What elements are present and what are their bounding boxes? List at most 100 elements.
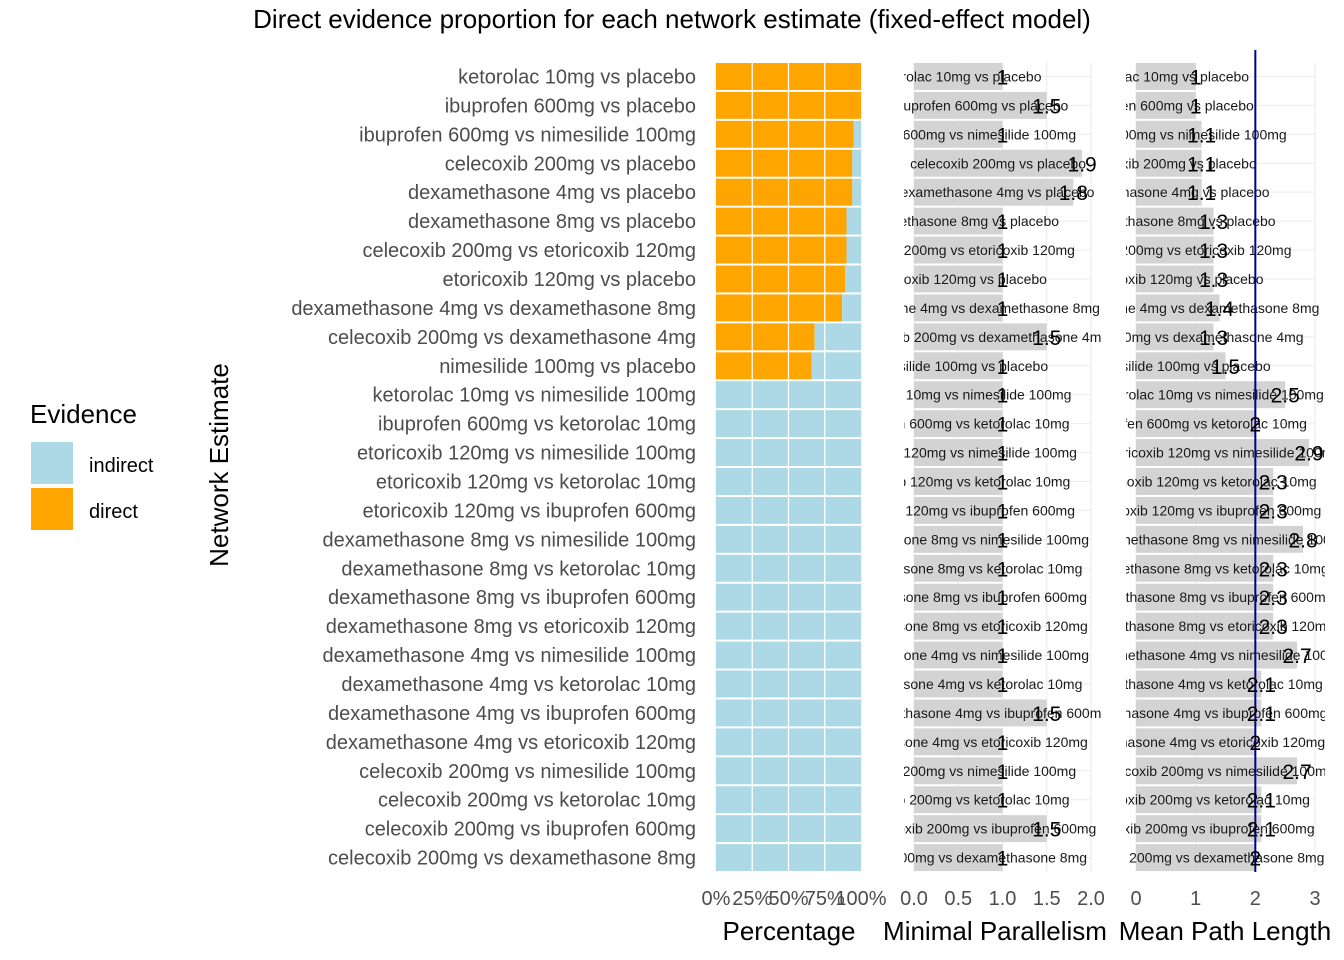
bar bbox=[914, 381, 1003, 409]
bar bbox=[914, 699, 1047, 727]
bar bbox=[1136, 439, 1310, 467]
bar bbox=[914, 525, 1003, 553]
value-label: 1.5 bbox=[1032, 819, 1061, 842]
bar-inner-label: etoricoxib 120mg vs ketorolac 10mg bbox=[846, 473, 1070, 489]
bar-inner-label: celecoxib 200mg vs dexamethasone 8mg bbox=[1067, 850, 1325, 866]
x-tick-label: 2.0 bbox=[1077, 888, 1105, 910]
bar-inner-label: dexamethasone 8mg vs etoricoxib 120mg bbox=[829, 618, 1088, 634]
legend-title: Evidence bbox=[30, 399, 137, 429]
bar-inner-label: celecoxib 200mg vs placebo bbox=[910, 155, 1086, 171]
category-label: dexamethasone 8mg vs ibuprofen 600mg bbox=[328, 587, 696, 609]
category-label: ibuprofen 600mg vs placebo bbox=[445, 95, 696, 117]
bar-inner-label: nimesilide 100mg vs placebo bbox=[868, 358, 1048, 374]
bar-inner-label: etoricoxib 120mg vs ibuprofen 600mg bbox=[1088, 502, 1321, 518]
value-label: 1.9 bbox=[1068, 153, 1097, 176]
bar bbox=[1136, 294, 1220, 322]
bar bbox=[914, 844, 1003, 872]
value-label: 1 bbox=[1190, 66, 1202, 89]
bar bbox=[1136, 381, 1286, 409]
bar bbox=[914, 352, 1003, 380]
bar-inner-label: ibuprofen 600mg vs placebo bbox=[892, 97, 1068, 113]
value-label: 1.5 bbox=[1032, 95, 1061, 118]
bar bbox=[914, 583, 1003, 611]
bar bbox=[914, 496, 1003, 524]
value-label: 2.1 bbox=[1247, 790, 1276, 813]
category-label: ketorolac 10mg vs placebo bbox=[458, 66, 696, 88]
category-labels: ketorolac 10mg vs placebo ibuprofen 600mg… bbox=[291, 66, 696, 869]
bar-direct bbox=[716, 207, 847, 235]
x-tick-label: 25% bbox=[732, 888, 772, 910]
category-label: dexamethasone 4mg vs dexamethasone 8mg bbox=[291, 298, 696, 320]
value-label: 1 bbox=[997, 443, 1009, 466]
bar-indirect bbox=[814, 323, 861, 351]
value-label: 1 bbox=[997, 66, 1009, 89]
x-tick-label: 2 bbox=[1250, 888, 1261, 910]
bar bbox=[914, 612, 1003, 640]
bar-direct bbox=[716, 178, 853, 206]
x-tick-label: 0% bbox=[702, 888, 731, 910]
bar bbox=[914, 728, 1003, 756]
bar-inner-label: dexamethasone 8mg vs ketorolac 10mg bbox=[1080, 560, 1328, 576]
value-label: 1 bbox=[997, 848, 1009, 871]
bar bbox=[914, 63, 1003, 90]
bar-direct bbox=[716, 323, 815, 351]
bar-inner-label: ibuprofen 600mg vs nimesilide 100mg bbox=[840, 126, 1076, 142]
bar-inner-label: dexamethasone 4mg vs nimesilide 100mg bbox=[1086, 647, 1344, 663]
value-label: 1.3 bbox=[1199, 327, 1228, 350]
bar-inner-label: etoricoxib 120mg vs nimesilide 100mg bbox=[840, 445, 1077, 461]
bar-inner-label: dexamethasone 4mg vs etoricoxib 120mg bbox=[1066, 734, 1325, 750]
category-label: ketorolac 10mg vs nimesilide 100mg bbox=[373, 385, 697, 407]
legend-label: direct bbox=[89, 501, 138, 523]
bar-inner-label: ibuprofen 600mg vs nimesilide 100mg bbox=[1051, 126, 1287, 142]
bar bbox=[914, 149, 1083, 177]
bar bbox=[1136, 120, 1202, 148]
bar-inner-label: dexamethasone 4mg vs nimesilide 100mg bbox=[828, 647, 1089, 663]
bar bbox=[914, 265, 1003, 293]
bar bbox=[914, 294, 1003, 322]
value-label: 2.1 bbox=[1247, 674, 1276, 697]
bar-inner-label: dexamethasone 4mg vs placebo bbox=[893, 184, 1095, 200]
category-label: dexamethasone 8mg vs etoricoxib 120mg bbox=[326, 616, 696, 638]
value-label: 2 bbox=[1249, 414, 1261, 437]
category-label: dexamethasone 8mg vs nimesilide 100mg bbox=[322, 529, 696, 551]
bar bbox=[914, 236, 1003, 264]
value-label: 1 bbox=[997, 211, 1009, 234]
bar-inner-label: etoricoxib 120mg vs placebo bbox=[870, 271, 1048, 287]
bar-indirect bbox=[842, 294, 861, 322]
bar-indirect bbox=[846, 207, 861, 235]
value-label: 2.7 bbox=[1282, 761, 1311, 784]
bar-inner-label: celecoxib 200mg vs nimesilide 100mg bbox=[1099, 763, 1335, 779]
bar-inner-label: celecoxib 200mg vs etoricoxib 120mg bbox=[842, 242, 1075, 258]
category-label: celecoxib 200mg vs nimesilide 100mg bbox=[359, 761, 696, 783]
bar bbox=[914, 439, 1003, 467]
value-label: 2.5 bbox=[1271, 385, 1300, 408]
category-label: dexamethasone 4mg vs ibuprofen 600mg bbox=[328, 703, 696, 725]
x-tick-label: 1.5 bbox=[1033, 888, 1061, 910]
bar-inner-label: celecoxib 200mg vs dexamethasone 4mg bbox=[852, 329, 1110, 345]
bar-inner-label: etoricoxib 120mg vs ibuprofen 600mg bbox=[842, 502, 1075, 518]
value-label: 1 bbox=[997, 761, 1009, 784]
x-tick-label: 0.0 bbox=[900, 888, 928, 910]
bar bbox=[1136, 496, 1274, 524]
value-label: 1.5 bbox=[1032, 703, 1061, 726]
x-tick-label: 3 bbox=[1309, 888, 1320, 910]
value-label: 1 bbox=[997, 790, 1009, 813]
bar bbox=[1136, 554, 1274, 582]
bar bbox=[914, 207, 1003, 235]
bar-inner-label: dexamethasone 8mg vs nimesilide 100mg bbox=[1089, 531, 1344, 547]
bar bbox=[1136, 468, 1274, 495]
bar-inner-label: nimesilide 100mg vs placebo bbox=[1091, 358, 1271, 374]
category-label: ibuprofen 600mg vs ketorolac 10mg bbox=[378, 414, 696, 436]
value-label: 1 bbox=[997, 674, 1009, 697]
bar-inner-label: celecoxib 200mg vs ketorolac 10mg bbox=[1087, 792, 1310, 808]
value-label: 1.3 bbox=[1199, 269, 1228, 292]
value-label: 1 bbox=[997, 356, 1009, 379]
bar bbox=[1136, 352, 1226, 380]
value-label: 1 bbox=[997, 587, 1009, 610]
bar-inner-label: celecoxib 200mg vs placebo bbox=[1081, 155, 1257, 171]
value-label: 2.9 bbox=[1294, 443, 1323, 466]
category-label: etoricoxib 120mg vs ibuprofen 600mg bbox=[362, 500, 696, 522]
bar-inner-label: dexamethasone 4mg vs dexamethasone 8mg bbox=[817, 300, 1100, 316]
x-tick-label: 1.0 bbox=[989, 888, 1017, 910]
